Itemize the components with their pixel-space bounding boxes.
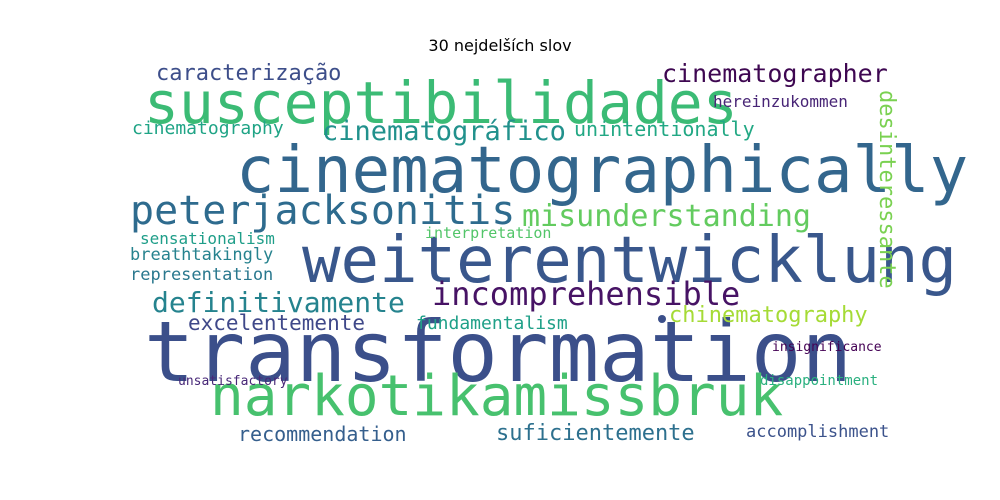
word-20: breathtakingly xyxy=(130,245,274,265)
word-19: fundamentalism xyxy=(416,313,568,334)
word-28: unsatisfactory xyxy=(178,374,288,389)
word-5: peterjacksonitis xyxy=(130,188,516,234)
word-23: hereinzukommen xyxy=(713,92,848,111)
word-21: representation xyxy=(130,265,274,285)
word-12: desinteressante xyxy=(874,90,899,289)
word-17: recommendation xyxy=(238,422,407,446)
word-1: cinematographically xyxy=(236,134,969,208)
word-2: weiterentwicklung xyxy=(302,224,958,298)
word-24: sensationalism xyxy=(140,229,275,248)
word-13: chinematography xyxy=(669,303,868,328)
word-18: cinematography xyxy=(132,118,284,139)
word-16: unintentionally xyxy=(574,117,755,141)
word-4: narkotikamissbruk xyxy=(210,364,784,429)
word-27: insignificance xyxy=(772,340,882,355)
word-3: susceptibilidades xyxy=(144,69,738,137)
word-10: cinematographer xyxy=(662,59,888,88)
word-11: caracterização xyxy=(156,61,342,86)
word-22: accomplishment xyxy=(746,422,890,442)
word-9: cinematográfico xyxy=(322,116,566,147)
word-8: definitivamente xyxy=(152,286,405,319)
word-6: incomprehensible xyxy=(432,275,741,313)
cloud-dot xyxy=(658,315,666,323)
word-7: misunderstanding xyxy=(522,199,811,234)
word-0: transformation xyxy=(144,303,853,401)
word-cloud: transformation cinematographically weitere… xyxy=(126,59,968,446)
word-25: interpretation xyxy=(425,224,552,242)
word-14: excelentemente xyxy=(188,311,366,335)
word-26: disappointment xyxy=(760,373,879,389)
chart-title: 30 nejdelších slov xyxy=(428,36,572,55)
word-15: suficientemente xyxy=(496,421,695,446)
